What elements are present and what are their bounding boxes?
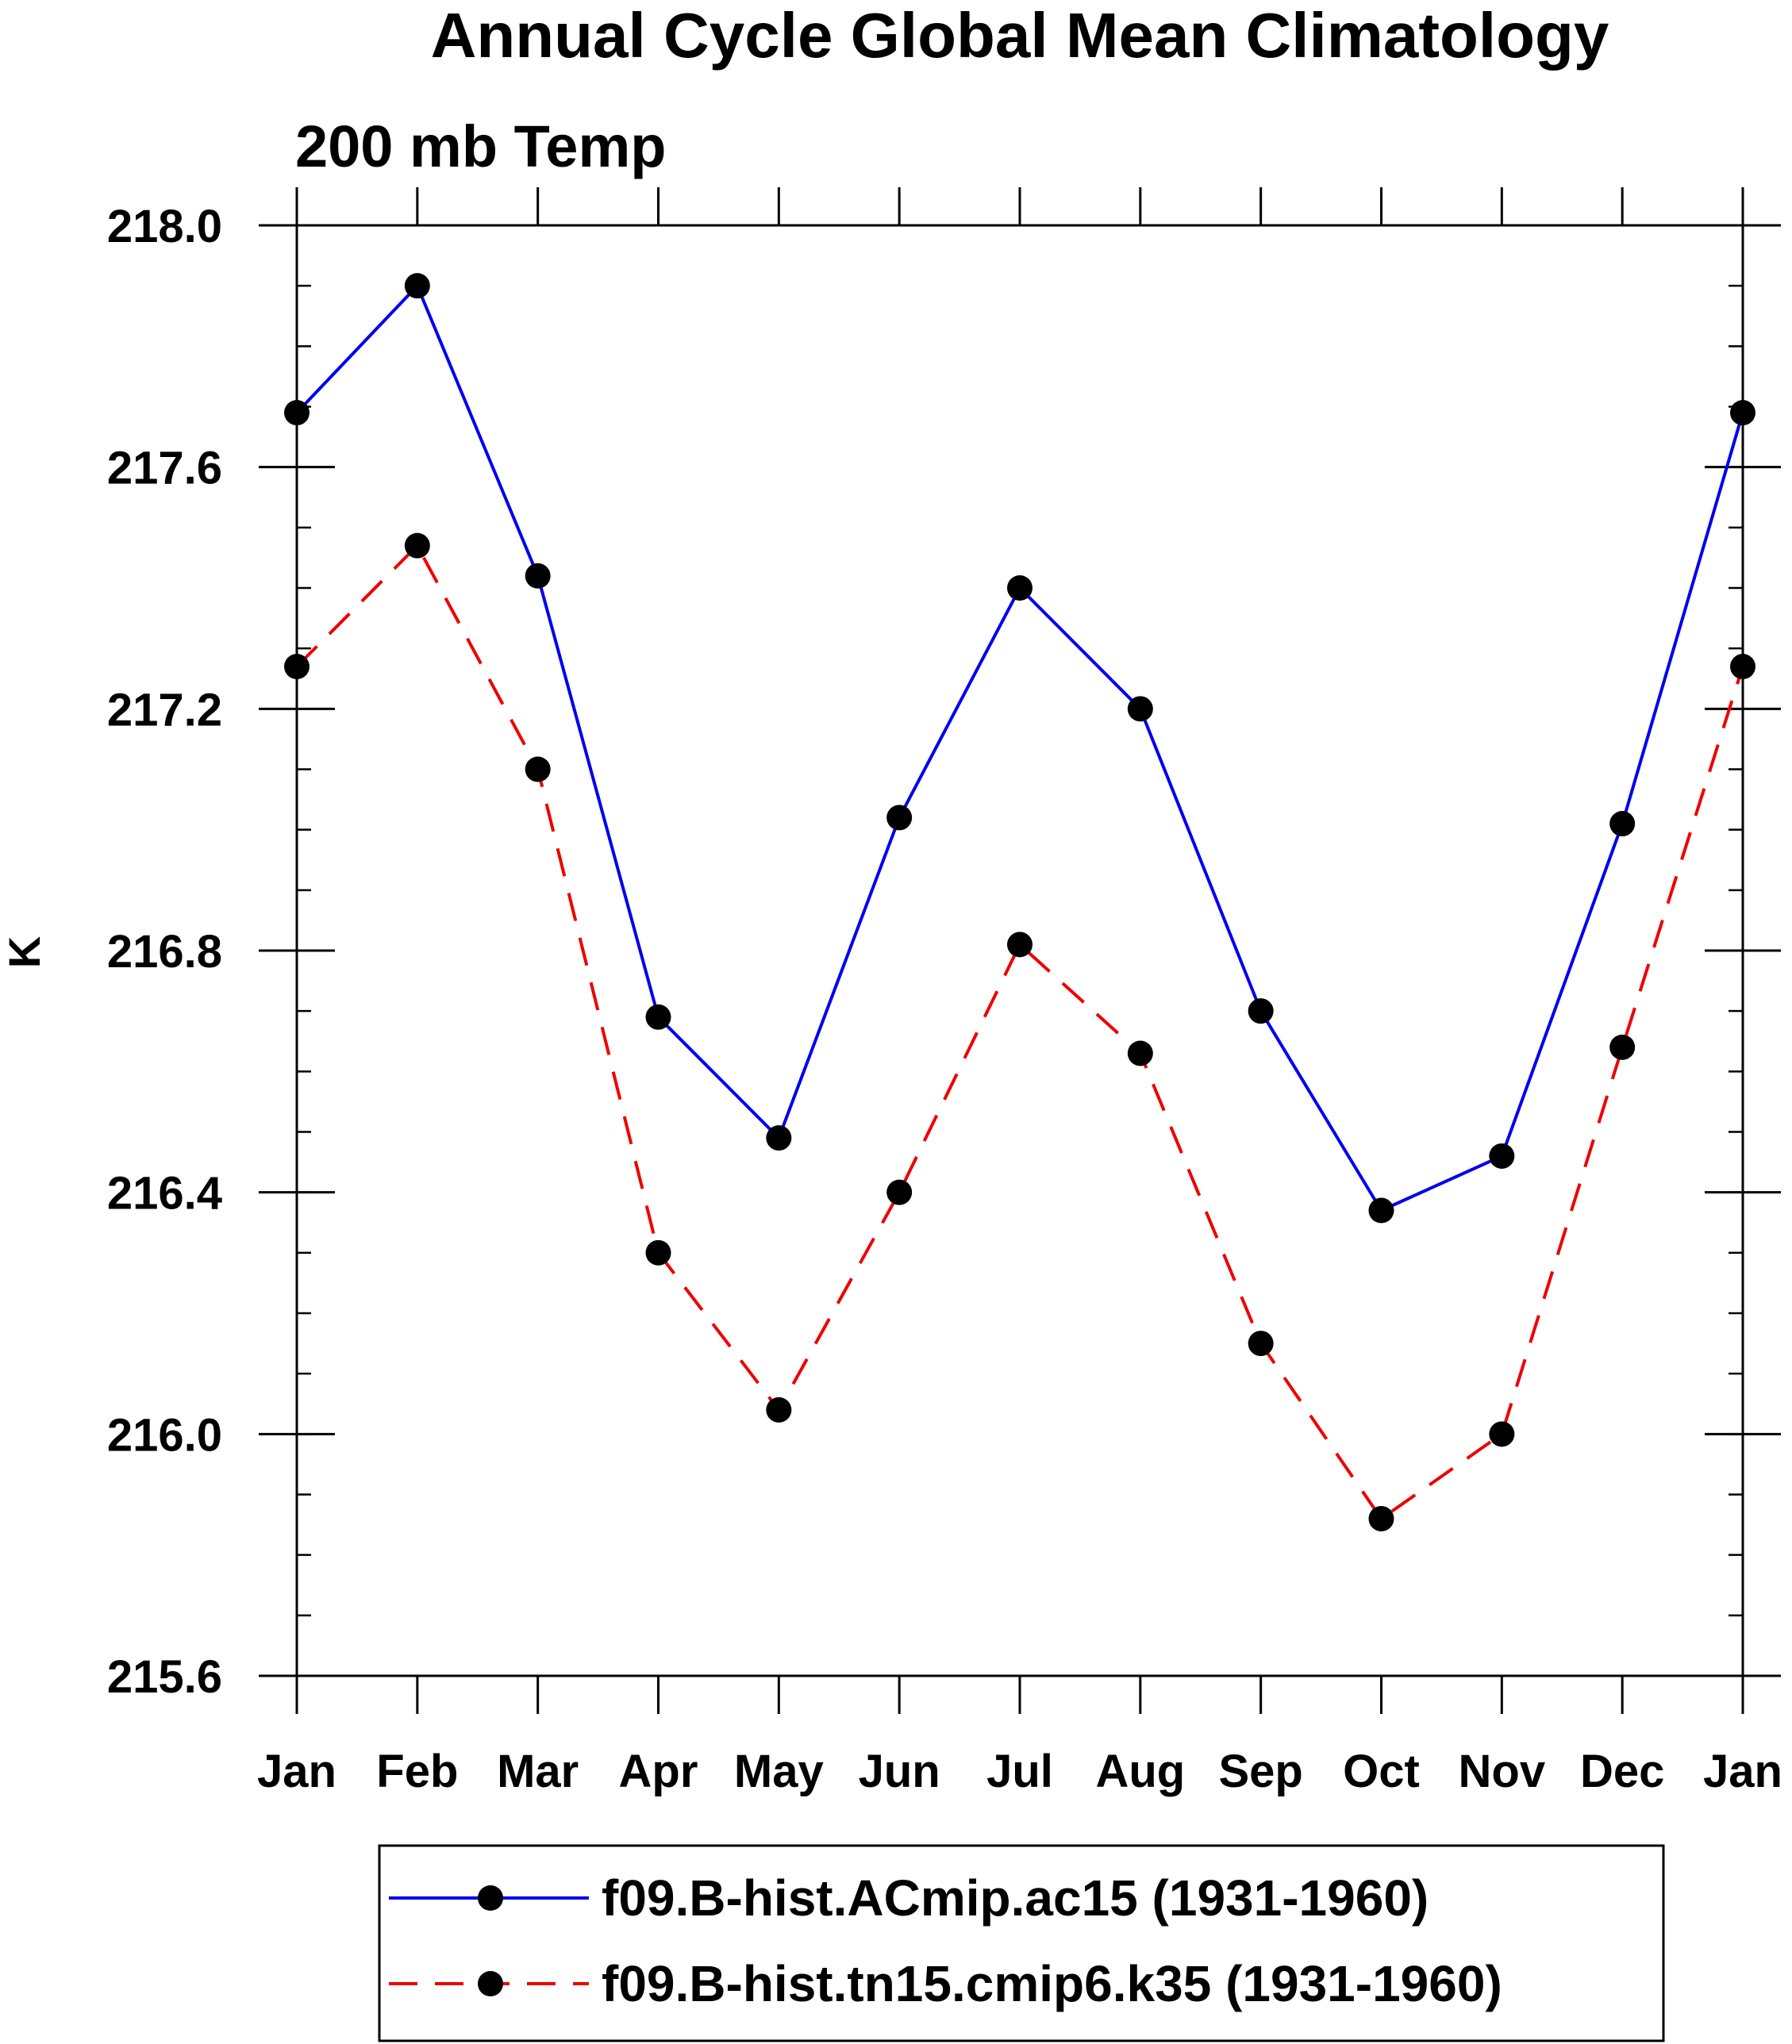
legend-label-series-2: f09.B-hist.tn15.cmip6.k35 (1931-1960) [602,1955,1502,2012]
y-tick-label: 218.0 [107,201,222,252]
data-point [1489,1421,1515,1447]
y-tick-label: 216.8 [107,926,222,978]
x-tick-label: Nov [1459,1746,1546,1797]
legend-marker-red [478,1971,503,1996]
data-point [1127,1040,1153,1066]
data-point [1609,811,1636,837]
data-point [645,1004,671,1030]
data-point [284,400,310,426]
data-point [766,1397,792,1423]
chart-subtitle: 200 mb Temp [295,113,666,179]
x-tick-label: Jan [257,1746,336,1797]
data-point [1730,654,1755,680]
x-tick-label: May [734,1746,824,1797]
x-tick-label: Sep [1218,1746,1302,1797]
x-tick-label: Jun [859,1746,940,1797]
series-layer [284,273,1755,1531]
chart-title: Annual Cycle Global Mean Climatology [431,0,1609,71]
x-tick-label: Jan [1703,1746,1782,1797]
data-point [284,654,310,680]
legend: f09.B-hist.ACmip.ac15 (1931-1960) f09.B-… [378,1844,1665,2042]
data-point [1368,1197,1394,1224]
data-point [404,273,430,299]
legend-box [378,1844,1665,2042]
data-point [525,563,551,589]
legend-label-series-1: f09.B-hist.ACmip.ac15 (1931-1960) [602,1869,1429,1927]
y-axis-label: K [0,936,49,968]
x-tick-label: Aug [1095,1746,1185,1797]
data-point [1730,400,1755,426]
data-point [766,1125,792,1151]
data-point [525,756,551,782]
data-point [1368,1505,1394,1531]
data-point [1007,932,1033,958]
x-tick-label: Mar [497,1746,579,1797]
x-tick-label: Oct [1343,1746,1420,1797]
data-point [886,805,913,831]
series-line-1 [295,282,1744,1213]
data-point [1127,696,1153,722]
data-point [1609,1034,1636,1060]
data-point [1248,998,1274,1024]
y-tick-label: 216.4 [107,1168,222,1220]
data-point [645,1239,671,1266]
x-tick-label: Dec [1580,1746,1664,1797]
y-tick-label: 216.0 [107,1409,222,1461]
x-tick-label: Apr [619,1746,698,1797]
x-tick-label: Jul [986,1746,1053,1797]
legend-marker-blue [478,1885,503,1911]
data-point [886,1179,913,1205]
plot-axes: 215.6 216.0 216.4 216.8 217.2 217.6 218.0 Jan Fe… [107,187,1782,1797]
y-tick-label: 215.6 [107,1651,222,1703]
data-point [404,532,430,559]
data-point [1489,1143,1515,1169]
data-point [1248,1331,1274,1357]
series-line-2 [295,543,1744,1521]
data-point [1007,575,1033,601]
x-tick-label: Feb [376,1746,458,1797]
y-tick-label: 217.6 [107,443,222,494]
y-tick-label: 217.2 [107,684,222,736]
